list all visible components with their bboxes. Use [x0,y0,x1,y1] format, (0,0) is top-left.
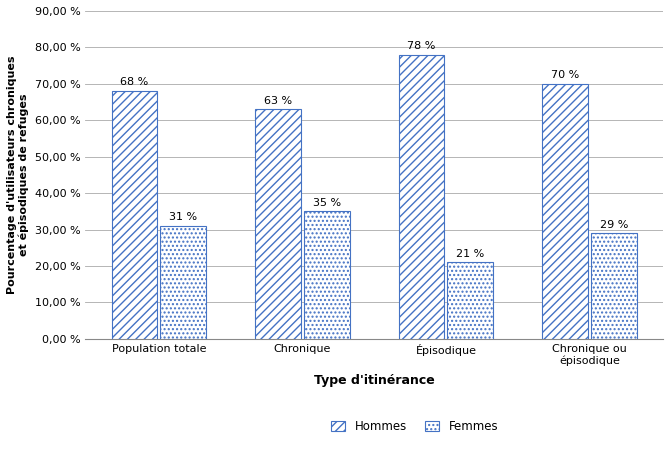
Bar [591,233,636,339]
Y-axis label: Pourcentage d'utilisateurs chroniques
et épisodiques de refuges: Pourcentage d'utilisateurs chroniques et… [7,55,29,294]
Bar [112,91,157,339]
Text: 21 %: 21 % [456,249,484,259]
X-axis label: Type d'itinérance: Type d'itinérance [314,374,435,387]
Bar [448,262,493,339]
Bar [160,226,206,339]
Text: 68 %: 68 % [121,78,149,87]
Text: 35 %: 35 % [313,198,341,207]
Legend: Hommes, Femmes: Hommes, Femmes [326,415,502,438]
Bar [399,55,444,339]
Text: 29 %: 29 % [600,220,628,230]
Text: 78 %: 78 % [407,41,436,51]
Bar [304,212,350,339]
Bar [542,84,588,339]
Text: 63 %: 63 % [264,96,292,106]
Text: 70 %: 70 % [551,70,579,80]
Text: 31 %: 31 % [170,212,198,222]
Bar [255,109,301,339]
